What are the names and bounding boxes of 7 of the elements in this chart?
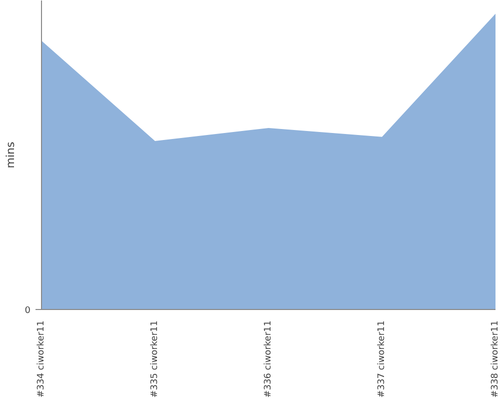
x-tick-label: #338 ciworker11 xyxy=(490,320,500,398)
x-tick-label: #334 ciworker11 xyxy=(36,320,46,398)
x-tick-label: #336 ciworker11 xyxy=(264,320,274,398)
x-tick-label: #335 ciworker11 xyxy=(150,320,160,398)
x-tick-label: #337 ciworker11 xyxy=(377,320,387,398)
text: 0 xyxy=(24,306,31,316)
y-axis-title: mins xyxy=(4,141,17,168)
